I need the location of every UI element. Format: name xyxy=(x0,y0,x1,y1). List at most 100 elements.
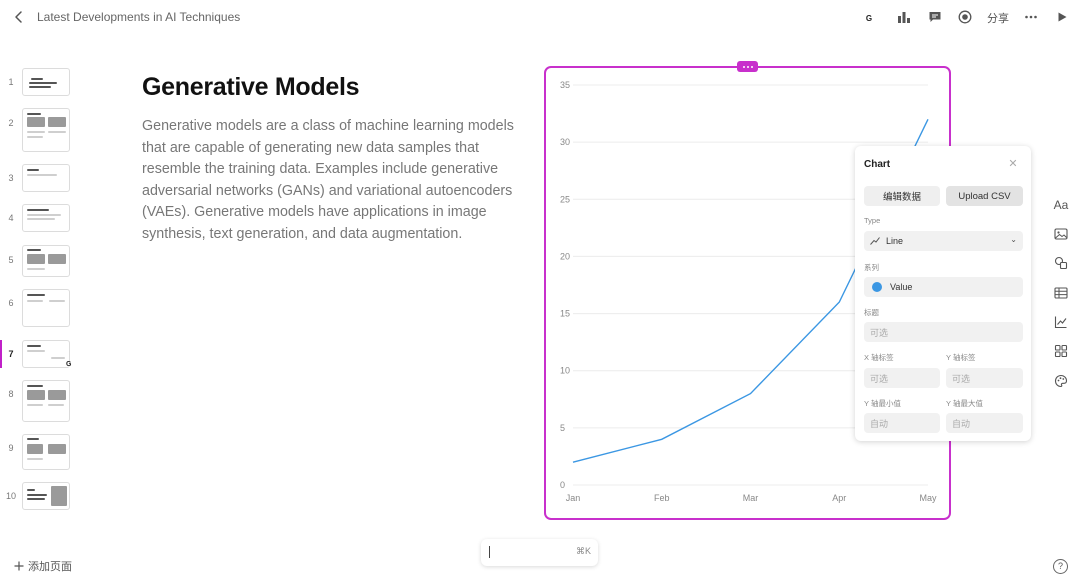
type-label: Type xyxy=(864,216,881,225)
y-tick-label: 30 xyxy=(560,137,570,147)
table-icon xyxy=(1054,287,1068,299)
thumbnail-4[interactable]: 4 xyxy=(0,204,80,232)
more-button[interactable] xyxy=(1022,8,1040,26)
y-min-label: Y 轴最小值 xyxy=(864,399,901,408)
comment-icon xyxy=(929,12,941,22)
present-button[interactable] xyxy=(1053,8,1071,26)
x-tick-label: Mar xyxy=(743,493,759,503)
collaborator-marker: G xyxy=(66,361,72,368)
thumbnail-number: 2 xyxy=(8,118,14,128)
command-input[interactable]: ⌘K xyxy=(481,539,598,566)
thumbnail-number: 6 xyxy=(8,298,14,308)
title-label: 标题 xyxy=(864,308,879,317)
thumbnail-preview xyxy=(22,245,70,277)
y-tick-label: 15 xyxy=(560,309,570,319)
chart-icon xyxy=(1054,316,1067,329)
y-min-input[interactable]: 自动 xyxy=(864,413,940,433)
chart-type-select[interactable]: Line ⌄ xyxy=(864,231,1023,251)
comment-button[interactable] xyxy=(926,8,944,26)
shapes-icon xyxy=(1054,256,1068,270)
thumbnail-9[interactable]: 9 xyxy=(0,434,80,470)
table-tool[interactable] xyxy=(1052,284,1070,302)
x-tick-label: May xyxy=(919,493,937,503)
document-title[interactable]: Latest Developments in AI Techniques xyxy=(37,10,241,24)
play-icon xyxy=(1058,12,1067,22)
share-button[interactable]: 分享 xyxy=(987,13,1009,25)
x-axis-label: X 轴标签 xyxy=(864,353,894,362)
chart-tool[interactable] xyxy=(1052,313,1070,331)
grid-icon xyxy=(1054,344,1068,358)
text-caret xyxy=(489,546,490,558)
thumbnail-preview xyxy=(22,108,70,152)
thumbnail-10[interactable]: 10 xyxy=(0,482,80,510)
add-page-label: 添加页面 xyxy=(28,561,72,573)
thumbnail-7[interactable]: 7 G xyxy=(0,340,80,368)
edit-data-button[interactable]: 编辑数据 xyxy=(864,186,940,206)
thumbnail-number: 10 xyxy=(5,491,16,501)
y-max-input[interactable]: 自动 xyxy=(946,413,1023,433)
series-label: 系列 xyxy=(864,263,879,272)
thumbnail-5[interactable]: 5 xyxy=(0,245,80,277)
image-icon xyxy=(1054,228,1068,240)
thumbnail-preview xyxy=(22,164,70,192)
y-max-label: Y 轴最大值 xyxy=(946,399,983,408)
series-color-swatch[interactable] xyxy=(872,282,882,292)
collaborator-avatar[interactable]: G xyxy=(865,13,873,23)
x-axis-input[interactable]: 可选 xyxy=(864,368,940,388)
theme-tool[interactable] xyxy=(1052,372,1070,390)
y-tick-label: 25 xyxy=(560,194,570,204)
thumbnail-number: 8 xyxy=(8,389,14,399)
top-bar: Latest Developments in AI Techniques G 分… xyxy=(0,0,1080,34)
thumbnail-number: 3 xyxy=(8,173,14,183)
thumbnail-number: 5 xyxy=(8,255,14,265)
x-tick-label: Apr xyxy=(832,493,846,503)
upload-csv-button[interactable]: Upload CSV xyxy=(946,186,1023,206)
stats-button[interactable] xyxy=(895,8,913,26)
line-chart: 0 5 10 15 20 25 30 35 Jan Feb Mar Apr May xyxy=(560,80,937,503)
thumbnail-preview xyxy=(22,340,70,368)
y-tick-label: 10 xyxy=(560,366,570,376)
thumbnail-number: 7 xyxy=(8,349,14,359)
close-icon[interactable]: ✕ xyxy=(1008,158,1018,170)
thumbnail-preview xyxy=(22,482,70,510)
plus-icon xyxy=(14,561,24,571)
apps-tool[interactable] xyxy=(1052,342,1070,360)
chart-drag-handle[interactable] xyxy=(737,61,758,72)
chevron-left-icon xyxy=(15,11,22,23)
thumbnail-preview xyxy=(22,68,70,96)
chart-title-input[interactable]: 可选 xyxy=(864,322,1023,342)
record-button[interactable] xyxy=(956,8,974,26)
thumbnail-preview xyxy=(22,380,70,422)
image-tool[interactable] xyxy=(1052,225,1070,243)
series-item[interactable]: Value xyxy=(864,277,1023,297)
chart-type-value: Line xyxy=(886,236,904,246)
add-page-button[interactable]: 添加页面 xyxy=(14,558,72,574)
back-button[interactable] xyxy=(10,8,28,26)
slide-body-text[interactable]: Generative models are a class of machine… xyxy=(142,118,514,242)
y-axis-input[interactable]: 可选 xyxy=(946,368,1023,388)
x-tick-label: Feb xyxy=(654,493,670,503)
shapes-tool[interactable] xyxy=(1052,254,1070,272)
help-button[interactable]: ? xyxy=(1053,559,1068,574)
thumbnail-number: 1 xyxy=(8,77,14,87)
thumbnail-number: 4 xyxy=(8,213,14,223)
x-tick-label: Jan xyxy=(566,493,581,503)
thumbnail-6[interactable]: 6 xyxy=(0,289,80,327)
thumbnail-preview xyxy=(22,434,70,470)
thumbnail-number: 9 xyxy=(8,443,14,453)
thumbnail-2[interactable]: 2 xyxy=(0,108,80,152)
y-tick-label: 20 xyxy=(560,251,570,261)
y-tick-label: 0 xyxy=(560,480,565,490)
y-axis-label: Y 轴标签 xyxy=(946,353,976,362)
slide-title[interactable]: Generative Models xyxy=(142,73,360,101)
record-icon xyxy=(958,10,972,24)
text-tool[interactable]: Aa xyxy=(1053,198,1069,212)
thumbnail-preview xyxy=(22,204,70,232)
palette-icon xyxy=(1054,374,1068,388)
series-name: Value xyxy=(890,282,913,292)
thumbnail-1[interactable]: 1 xyxy=(0,68,80,96)
thumbnail-3[interactable]: 3 xyxy=(0,164,80,192)
thumbnail-8[interactable]: 8 xyxy=(0,380,80,422)
panel-title: Chart xyxy=(864,159,891,170)
y-tick-label: 5 xyxy=(560,423,565,433)
